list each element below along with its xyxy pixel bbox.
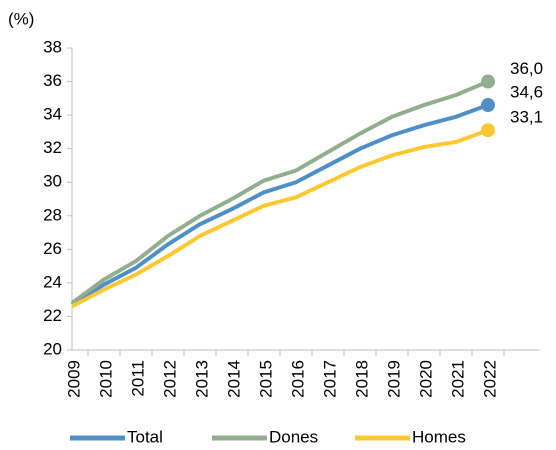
line-series (70, 79, 489, 305)
x-tick-label: 2020 (416, 360, 435, 398)
end-marker (481, 74, 495, 89)
data-label: 34,6 (510, 83, 543, 102)
x-tick-label: 2017 (320, 360, 339, 398)
x-tick-label: 2010 (96, 360, 115, 398)
y-tick-label: 26 (43, 239, 62, 258)
data-label: 36,0 (510, 59, 543, 78)
y-tick-label: 36 (43, 71, 62, 90)
y-axis-label: (%) (8, 9, 34, 28)
legend-label: Homes (412, 427, 466, 446)
legend-label: Total (127, 427, 163, 446)
data-label: 33,1 (510, 108, 543, 127)
x-tick-label: 2014 (224, 360, 243, 398)
legend-label: Dones (269, 427, 318, 446)
x-tick-label: 2019 (384, 360, 403, 398)
y-tick-label: 32 (43, 138, 62, 157)
line-series (71, 128, 489, 309)
x-tick-label: 2016 (288, 360, 307, 398)
y-tick-label: 22 (43, 306, 62, 325)
x-tick-label: 2011 (128, 360, 147, 397)
x-tick-label: 2009 (64, 360, 83, 398)
y-tick-label: 38 (43, 37, 62, 56)
end-marker (481, 123, 495, 138)
line-series (70, 103, 489, 307)
x-tick-label: 2015 (256, 360, 275, 398)
y-tick-label: 28 (43, 205, 62, 224)
y-tick-label: 34 (43, 105, 62, 124)
x-tick-label: 2022 (480, 360, 499, 398)
x-tick-label: 2018 (352, 360, 371, 398)
y-tick-label: 24 (43, 272, 62, 291)
y-tick-label: 20 (43, 339, 62, 358)
x-tick-label: 2013 (192, 360, 211, 398)
y-tick-label: 30 (43, 172, 62, 191)
x-tick-label: 2021 (448, 360, 467, 398)
x-tick-label: 2012 (160, 360, 179, 398)
end-marker (481, 98, 495, 113)
